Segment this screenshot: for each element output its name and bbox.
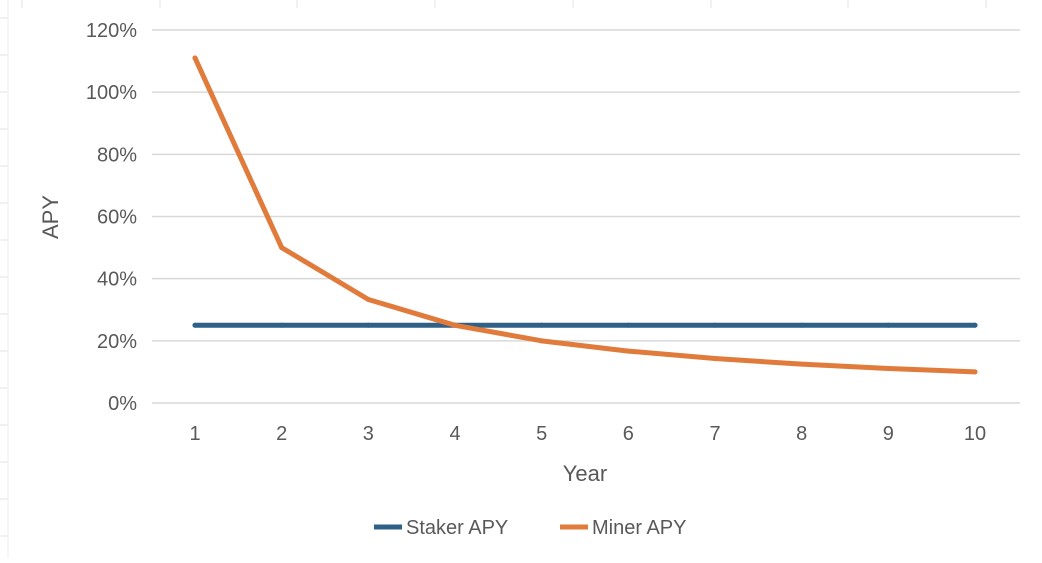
- y-gridlines: [152, 29, 1020, 404]
- data-point: [885, 322, 891, 328]
- x-tick-label: 5: [536, 423, 547, 445]
- x-tick-label: 8: [796, 423, 807, 445]
- x-tick-label: 2: [276, 423, 287, 445]
- legend: Staker APY Miner APY: [374, 517, 686, 539]
- y-tick-label: 40%: [97, 269, 137, 291]
- x-tick-label: 1: [189, 423, 200, 445]
- x-axis-title: Year: [563, 461, 607, 486]
- data-point: [712, 322, 718, 328]
- x-tick-label: 3: [363, 423, 374, 445]
- y-tick-label: 80%: [97, 144, 137, 166]
- data-point: [192, 322, 198, 328]
- x-tick-labels: 1 2 3 4 5 6 7 8 9 10: [189, 423, 986, 445]
- data-point: [712, 356, 718, 362]
- data-point: [452, 322, 458, 328]
- data-point: [365, 322, 371, 328]
- y-axis-title: APY: [38, 195, 63, 239]
- y-tick-label: 100%: [86, 82, 137, 104]
- data-point: [885, 365, 891, 371]
- data-point: [799, 322, 805, 328]
- legend-label: Staker APY: [406, 517, 508, 539]
- legend-label: Miner APY: [592, 517, 686, 539]
- data-point: [972, 322, 978, 328]
- x-tick-label: 10: [964, 423, 986, 445]
- x-tick-label: 7: [709, 423, 720, 445]
- x-tick-label: 6: [623, 423, 634, 445]
- data-point: [539, 338, 545, 344]
- data-point: [365, 296, 371, 302]
- y-tick-label: 120%: [86, 20, 137, 42]
- y-tick-label: 60%: [97, 207, 137, 229]
- y-tick-labels: 0% 20% 40% 60% 80% 100% 120%: [86, 20, 137, 415]
- data-point: [279, 322, 285, 328]
- series-lines: [192, 55, 978, 375]
- data-point: [192, 55, 198, 61]
- spreadsheet-background-grid: [0, 0, 987, 558]
- data-point: [625, 322, 631, 328]
- data-point: [972, 369, 978, 375]
- data-point: [799, 361, 805, 367]
- data-point: [539, 322, 545, 328]
- series-line-miner-apy: [192, 55, 978, 375]
- x-tick-label: 4: [449, 423, 460, 445]
- data-point: [279, 245, 285, 251]
- data-point: [625, 348, 631, 354]
- y-tick-label: 0%: [108, 393, 137, 415]
- x-tick-label: 9: [883, 423, 894, 445]
- y-tick-label: 20%: [97, 331, 137, 353]
